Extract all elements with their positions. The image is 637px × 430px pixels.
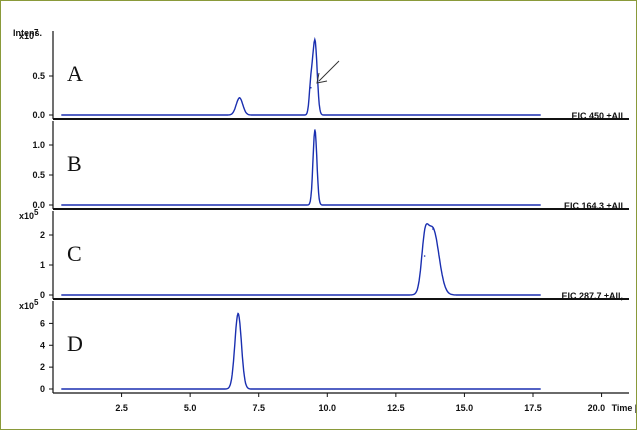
y-tick-label: 0.5 (32, 170, 45, 180)
x-axis-label: Time [min] (612, 403, 636, 413)
panel-letter: B (67, 151, 82, 176)
annotation-arrow-shaft (318, 60, 340, 82)
peak-apex (314, 40, 316, 42)
eic-label: EIC 287.7 ±All, (562, 291, 623, 301)
x-axis: 2.5 5.0 7.5 10.0 12.5 15.0 17.5 20.0 Time [min] (115, 393, 636, 413)
panel-letter: A (67, 61, 83, 86)
y-tick-label: 2 (40, 230, 45, 240)
trace-line (61, 223, 541, 296)
x-tick-label: 2.5 (115, 403, 128, 413)
y-tick-label: 6 (40, 318, 45, 328)
peak-apex (432, 228, 434, 230)
x-tick-label: 17.5 (524, 403, 542, 413)
y-tick-label: 0 (40, 290, 45, 300)
eic-label: EIC 164.3 ±All (564, 201, 623, 211)
y-tick-label: 4 (40, 340, 45, 350)
panel-letter: C (67, 241, 82, 266)
y-tick-label: 1 (40, 260, 45, 270)
x-tick-label: 15.0 (456, 403, 474, 413)
x-tick-label: 12.5 (387, 403, 405, 413)
trace-line (61, 312, 541, 390)
y-tick-label: 0 (40, 384, 45, 394)
trace-line (61, 130, 541, 206)
peak-apex (310, 86, 312, 89)
y-tick-label: 0.5 (32, 71, 45, 81)
x-tick-label: 20.0 (588, 403, 606, 413)
panel-letter: D (67, 331, 83, 356)
panel-multiplier: x105 (19, 298, 39, 311)
y-tick-label: 0.0 (32, 110, 45, 120)
panel-multiplier: x105 (19, 208, 39, 221)
peak-apex (238, 97, 241, 99)
peak-apex (237, 312, 239, 315)
y-title: Intens. (13, 28, 42, 38)
x-tick-label: 5.0 (184, 403, 197, 413)
x-tick-label: 7.5 (252, 403, 265, 413)
peak-apex (423, 255, 426, 257)
eic-label: EIC 450 ±All (572, 111, 623, 121)
x-tick-label: 10.0 (319, 403, 337, 413)
panel-multiplier: x107 (19, 28, 39, 41)
peak-apex (314, 129, 316, 131)
y-tick-label: 2 (40, 362, 45, 372)
y-tick-label: 1.0 (32, 140, 45, 150)
y-tick-label: 0.0 (32, 200, 45, 210)
annotation-arrow-head (316, 72, 328, 84)
trace-line (61, 36, 541, 116)
